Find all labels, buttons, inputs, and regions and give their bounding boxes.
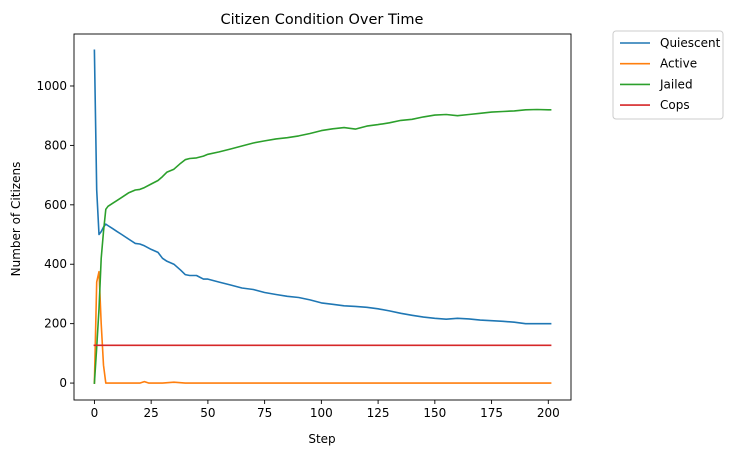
legend: Quiescent Active Jailed Cops — [612, 30, 724, 120]
y-tick-label: 600 — [44, 198, 67, 212]
legend-label-quiescent: Quiescent — [660, 36, 721, 50]
x-tick-label: 200 — [537, 406, 560, 420]
x-tick-label: 50 — [200, 406, 215, 420]
legend-label-cops: Cops — [660, 98, 690, 112]
y-axis-label: Number of Citizens — [9, 162, 23, 277]
plot-frame — [73, 33, 572, 401]
series-line-active — [93, 270, 552, 384]
y-tick-label: 800 — [44, 138, 67, 152]
x-tick-label: 175 — [480, 406, 503, 420]
series-line-quiescent — [93, 49, 552, 325]
series-layer — [93, 49, 552, 384]
y-tick-label: 0 — [59, 376, 67, 390]
legend-box — [612, 30, 724, 120]
legend-label-active: Active — [660, 57, 697, 71]
x-tick-label: 0 — [91, 406, 99, 420]
x-tick-label: 75 — [257, 406, 272, 420]
x-tick-label: 100 — [310, 406, 333, 420]
ticks-layer: 0 25 50 75 100 125 150 175 200 0 200 400 600 800 1000 — [36, 79, 559, 420]
x-tick-label: 150 — [423, 406, 446, 420]
x-tick-label: 25 — [144, 406, 159, 420]
x-tick-label: 125 — [367, 406, 390, 420]
y-tick-label: 200 — [44, 317, 67, 331]
chart-title: Citizen Condition Over Time — [221, 12, 424, 28]
legend-entries: Quiescent Active Jailed Cops — [620, 36, 721, 112]
x-axis-label: Step — [308, 432, 335, 446]
y-tick-label: 400 — [44, 257, 67, 271]
y-tick-label: 1000 — [36, 79, 67, 93]
series-line-jailed — [93, 108, 552, 384]
legend-label-jailed: Jailed — [659, 77, 693, 91]
